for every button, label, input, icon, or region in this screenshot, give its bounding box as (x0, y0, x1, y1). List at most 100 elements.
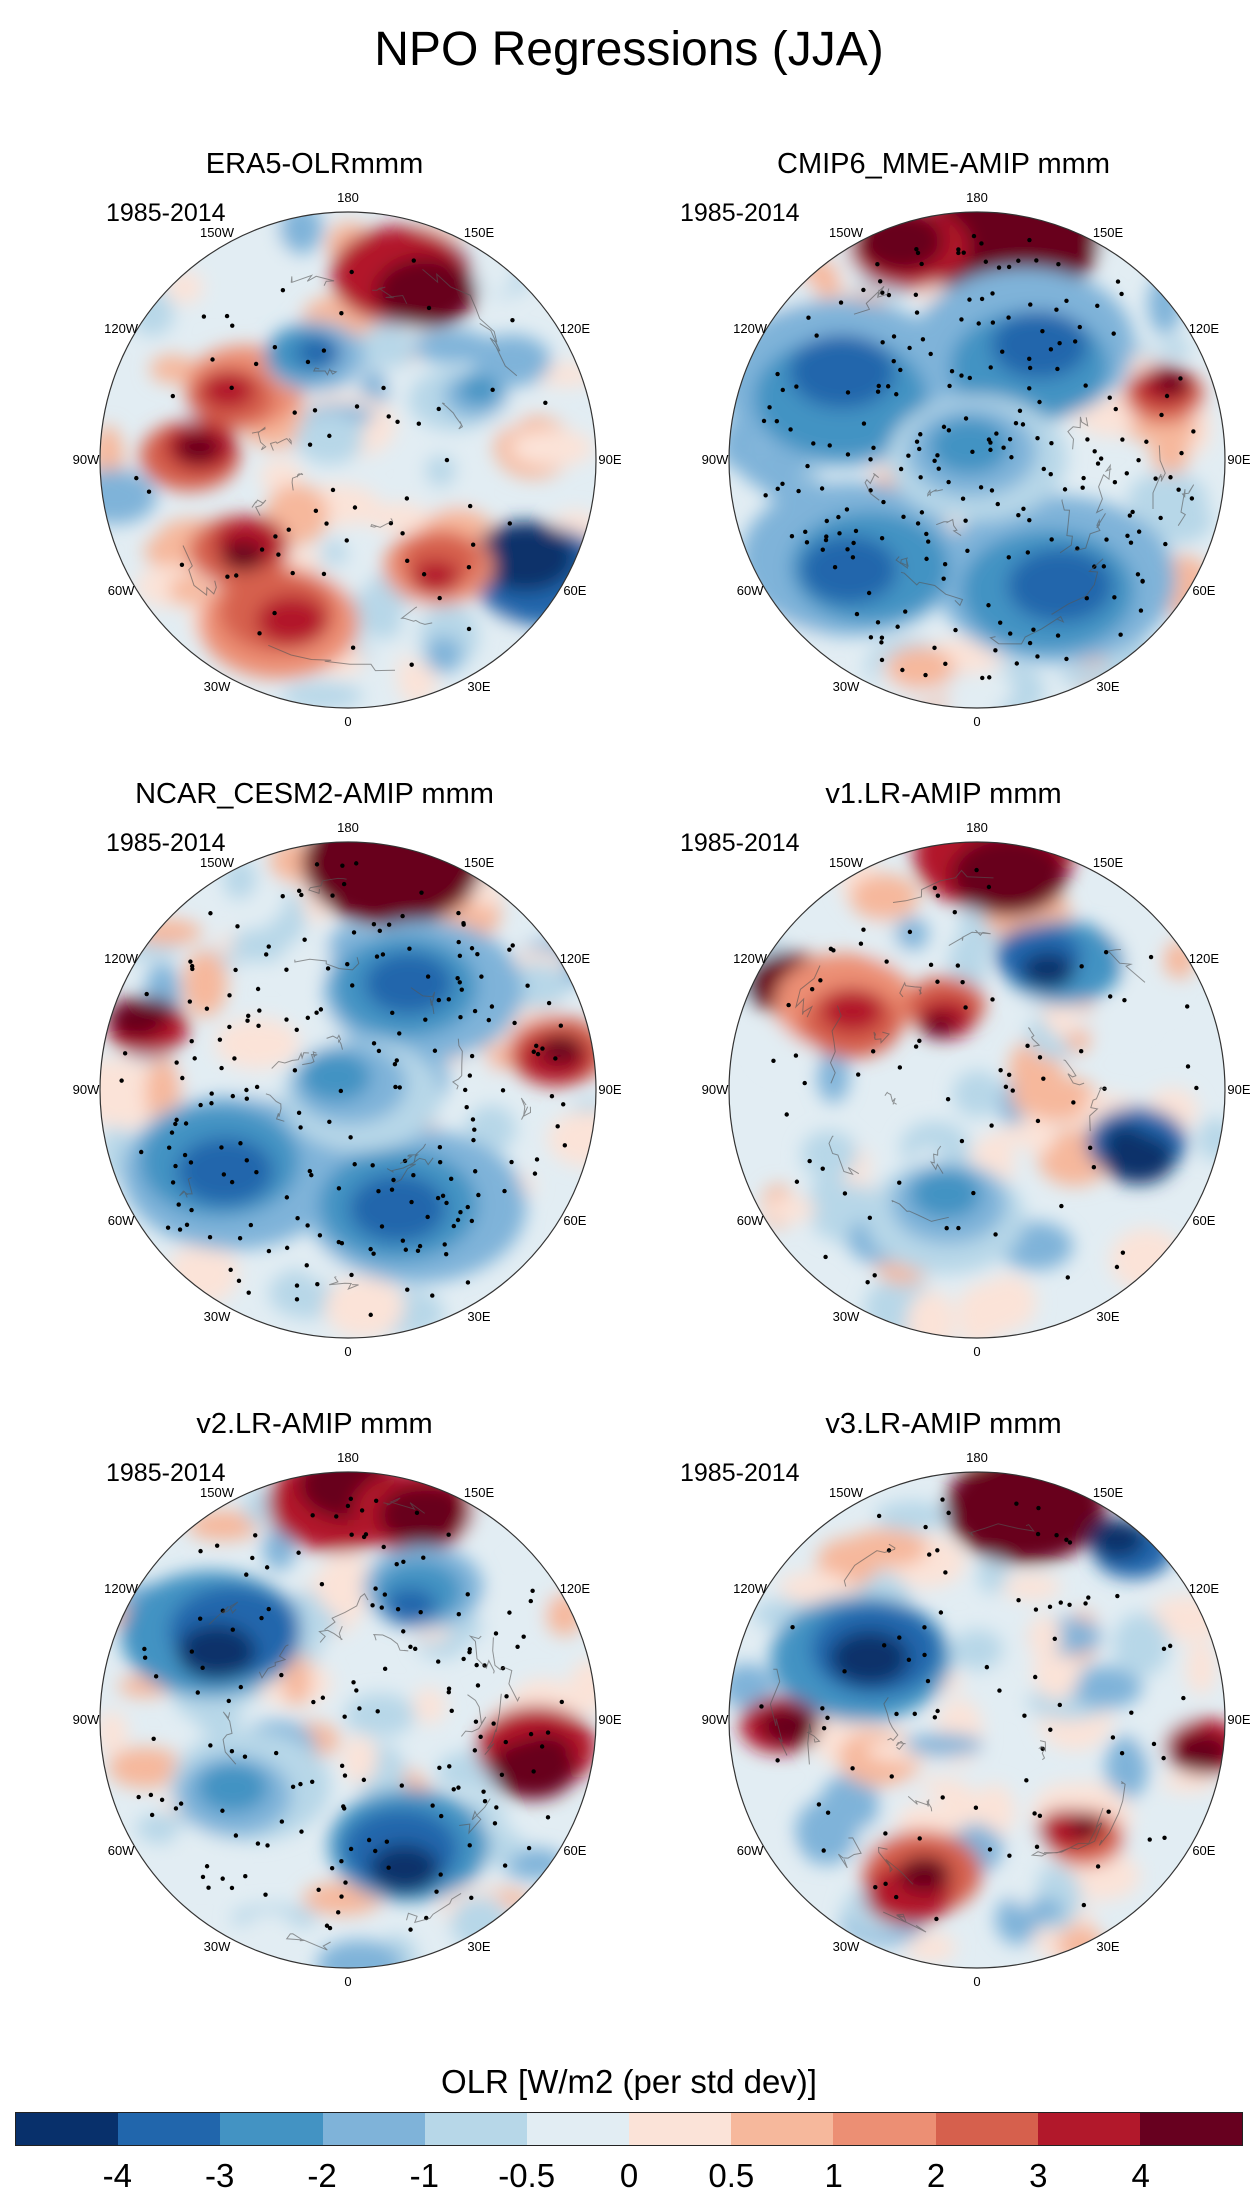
longitude-label: 90W (701, 1082, 729, 1097)
stipple-dot (233, 967, 238, 973)
stipple-dot (257, 1008, 262, 1013)
stipple-dot (1058, 1600, 1063, 1605)
anomaly-patch (547, 1110, 596, 1168)
stipple-dot (990, 320, 996, 325)
stipple-dot (828, 946, 834, 952)
stipple-dot (979, 296, 985, 302)
stipple-dot (1054, 1533, 1059, 1538)
stipple-dot (244, 1158, 249, 1163)
stipple-dot (913, 1044, 919, 1049)
stipple-dot (341, 881, 347, 887)
stipple-dot (490, 387, 495, 393)
stipple-dot (250, 1555, 255, 1561)
colorbar-swatch (220, 2113, 323, 2145)
stipple-dot (868, 635, 874, 640)
anomaly-patch (108, 1747, 184, 1789)
stipple-dot (885, 384, 891, 389)
stipple-dot (838, 300, 844, 305)
stipple-dot (188, 959, 193, 964)
stipple-dot (897, 1635, 902, 1640)
stipple-dot (1055, 366, 1060, 372)
anomaly-blob (256, 595, 327, 646)
anomaly-patch (973, 1784, 1016, 1839)
anomaly-blob (411, 1485, 465, 1523)
stipple-dot (493, 1631, 499, 1636)
stipple-dot (1081, 1902, 1087, 1908)
stipple-dot (469, 1895, 474, 1901)
stipple-dot (507, 1610, 512, 1615)
stipple-dot (292, 1068, 298, 1073)
stipple-dot (176, 1202, 181, 1207)
anomaly-blob (988, 1475, 1060, 1525)
stipple-dot (1033, 1607, 1039, 1612)
stipple-dot (169, 1130, 175, 1135)
stipple-dot (809, 986, 815, 992)
longitude-label: 60W (107, 1213, 135, 1228)
stipple-dot (935, 979, 940, 984)
stipple-dot (465, 1204, 470, 1210)
stipple-dot (793, 1053, 799, 1058)
stipple-dot (146, 489, 152, 494)
stipple-dot (403, 1247, 409, 1252)
stipple-dot (990, 291, 995, 296)
stipple-dot (178, 1801, 184, 1806)
stipple-dot (467, 1647, 473, 1652)
stipple-dot (868, 457, 873, 462)
stipple-dot (229, 385, 234, 391)
anomaly-patch (1009, 1848, 1039, 1909)
stipple-dot (236, 1278, 242, 1284)
stipple-dot (842, 1669, 847, 1674)
stipple-dot (229, 1885, 235, 1891)
anomaly-blob (369, 1844, 440, 1894)
stipple-dot (272, 345, 278, 350)
anomaly-patch (801, 1130, 858, 1179)
stipple-dot (1098, 456, 1104, 461)
stipple-dot (473, 1719, 479, 1724)
stipple-dot (996, 265, 1002, 270)
stipple-dot (312, 408, 318, 413)
stipple-dot (879, 640, 884, 645)
stipple-dot (1014, 661, 1020, 666)
stipple-dot (832, 565, 838, 570)
stipple-dot (872, 1273, 877, 1278)
stipple-dot (392, 1062, 398, 1067)
stipple-dot (1057, 1702, 1062, 1708)
stipple-dot (866, 590, 872, 596)
anomaly-patch (509, 962, 569, 1010)
stipple-dot (1127, 513, 1133, 518)
anomaly-patch (187, 1510, 262, 1541)
stipple-dot (139, 1149, 144, 1155)
map-panel: v2.LR-AMIP mmm 1985-2014 180 150E 120E 90E 60E… (0, 1260, 629, 1989)
stipple-dot (465, 1280, 471, 1285)
panel-title: CMIP6_MME-AMIP mmm (777, 148, 1110, 180)
stipple-dot (1047, 1604, 1053, 1610)
stipple-dot (472, 1169, 478, 1174)
longitude-label: 90W (72, 1082, 100, 1097)
stipple-dot (993, 1232, 998, 1237)
longitude-label: 30W (832, 678, 860, 694)
stipple-dot (935, 1708, 940, 1714)
stipple-dot (182, 1152, 188, 1158)
stipple-dot (426, 305, 432, 311)
anomaly-patch (1127, 415, 1200, 445)
stipple-dot (329, 1865, 335, 1871)
stipple-dot (401, 1629, 406, 1634)
stipple-dot (925, 1678, 931, 1684)
anomaly-patch (1027, 1091, 1088, 1122)
anomaly-patch (895, 917, 929, 951)
stipple-dot (935, 1548, 940, 1553)
stipple-dot (173, 1806, 179, 1811)
stipple-dot (850, 555, 856, 560)
longitude-label: 120E (1188, 1581, 1220, 1596)
stipple-dot (482, 1663, 487, 1668)
stipple-dot (230, 1627, 235, 1632)
stipple-dot (349, 1272, 354, 1278)
stipple-dot (509, 1159, 514, 1165)
stipple-dot (775, 371, 780, 377)
stipple-dot (919, 510, 925, 515)
anomaly-blob (800, 535, 898, 604)
longitude-label: 60E (563, 583, 587, 598)
stipple-dot (967, 297, 972, 302)
stipple-dot (924, 556, 929, 562)
stipple-dot (341, 1804, 346, 1809)
